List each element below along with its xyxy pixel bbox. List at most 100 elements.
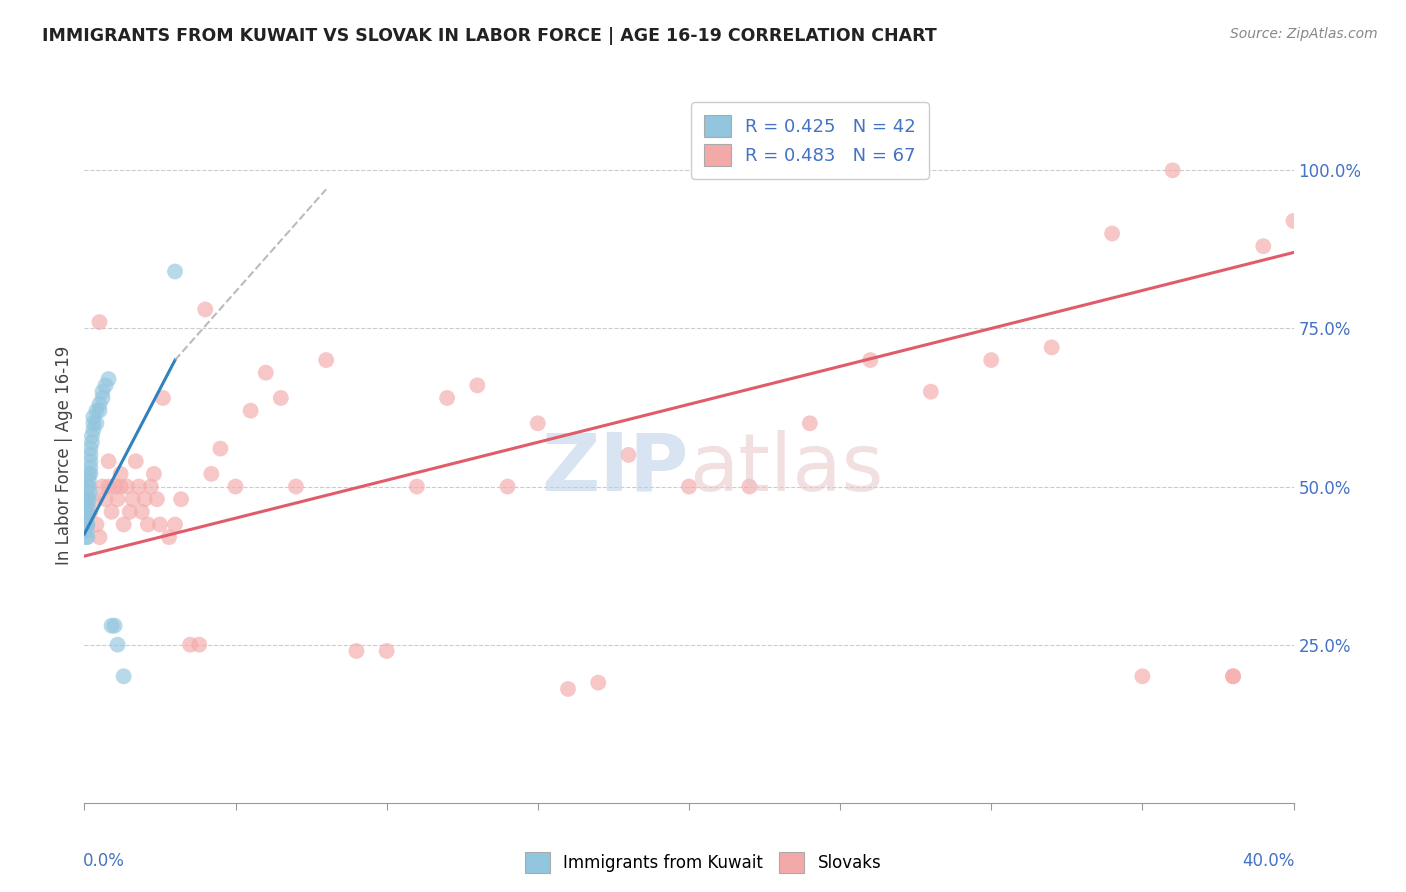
Point [980, 353, 1002, 368]
Legend: Immigrants from Kuwait, Slovaks: Immigrants from Kuwait, Slovaks [517, 846, 889, 880]
Point [136, 517, 159, 532]
Point [80, 435, 103, 450]
Point [79, 454, 101, 468]
Point [118, 505, 141, 519]
Text: IMMIGRANTS FROM KUWAIT VS SLOVAK IN LABOR FORCE | AGE 16-19 CORRELATION CHART: IMMIGRANTS FROM KUWAIT VS SLOVAK IN LABO… [42, 27, 936, 45]
Point [1040, 340, 1063, 354]
Point [104, 479, 127, 493]
Point [79, 505, 101, 519]
Text: Source: ZipAtlas.com: Source: ZipAtlas.com [1230, 27, 1378, 41]
Point [1101, 227, 1123, 241]
Point [107, 638, 129, 652]
Point [82, 409, 104, 424]
Point [86, 517, 108, 532]
Point [738, 479, 761, 493]
Legend: R = 0.425   N = 42, R = 0.483   N = 67: R = 0.425 N = 42, R = 0.483 N = 67 [692, 103, 928, 178]
Point [75, 517, 97, 532]
Point [76, 492, 98, 507]
Point [79, 460, 101, 475]
Point [859, 353, 882, 368]
Point [77, 473, 100, 487]
Point [104, 618, 127, 632]
Point [112, 517, 135, 532]
Point [75, 505, 97, 519]
Point [121, 492, 143, 507]
Point [436, 391, 458, 405]
Point [188, 638, 211, 652]
Point [100, 618, 122, 632]
Point [89, 530, 111, 544]
Point [110, 479, 132, 493]
Point [346, 644, 368, 658]
Point [89, 315, 111, 329]
Point [76, 511, 98, 525]
Point [76, 505, 98, 519]
Point [76, 517, 98, 532]
Point [139, 479, 162, 493]
Point [79, 442, 101, 456]
Point [112, 669, 135, 683]
Point [77, 492, 100, 507]
Text: atlas: atlas [689, 430, 883, 508]
Point [617, 448, 640, 462]
Point [107, 492, 129, 507]
Y-axis label: In Labor Force | Age 16-19: In Labor Force | Age 16-19 [55, 345, 73, 565]
Point [315, 353, 337, 368]
Point [76, 517, 98, 532]
Point [239, 403, 262, 417]
Point [152, 391, 174, 405]
Point [94, 492, 117, 507]
Point [149, 517, 172, 532]
Point [79, 448, 101, 462]
Point [557, 681, 579, 696]
Point [76, 524, 98, 538]
Point [79, 486, 101, 500]
Point [86, 403, 108, 417]
Point [588, 675, 610, 690]
Point [920, 384, 942, 399]
Point [82, 417, 104, 431]
Point [799, 417, 821, 431]
Point [527, 417, 550, 431]
Point [1253, 239, 1275, 253]
Point [110, 467, 132, 481]
Point [75, 492, 97, 507]
Point [142, 467, 165, 481]
Point [146, 492, 169, 507]
Text: 0.0%: 0.0% [83, 852, 125, 870]
Point [97, 372, 120, 386]
Point [94, 378, 117, 392]
Point [82, 492, 104, 507]
Point [76, 479, 98, 493]
Point [170, 492, 193, 507]
Point [76, 499, 98, 513]
Point [79, 467, 101, 481]
Point [1222, 669, 1244, 683]
Point [1130, 669, 1153, 683]
Point [76, 530, 98, 544]
Point [97, 479, 120, 493]
Point [209, 442, 232, 456]
Point [285, 479, 308, 493]
Point [115, 479, 138, 493]
Point [89, 403, 111, 417]
Point [270, 391, 292, 405]
Point [86, 417, 108, 431]
Point [77, 467, 100, 481]
Point [91, 391, 114, 405]
Point [1161, 163, 1184, 178]
Point [82, 423, 104, 437]
Text: 40.0%: 40.0% [1243, 852, 1295, 870]
Point [1222, 669, 1244, 683]
Point [97, 454, 120, 468]
Point [678, 479, 700, 493]
Point [91, 479, 114, 493]
Point [75, 499, 97, 513]
Point [467, 378, 489, 392]
Point [77, 479, 100, 493]
Point [496, 479, 519, 493]
Point [1282, 214, 1305, 228]
Point [179, 638, 201, 652]
Point [165, 517, 187, 532]
Point [89, 397, 111, 411]
